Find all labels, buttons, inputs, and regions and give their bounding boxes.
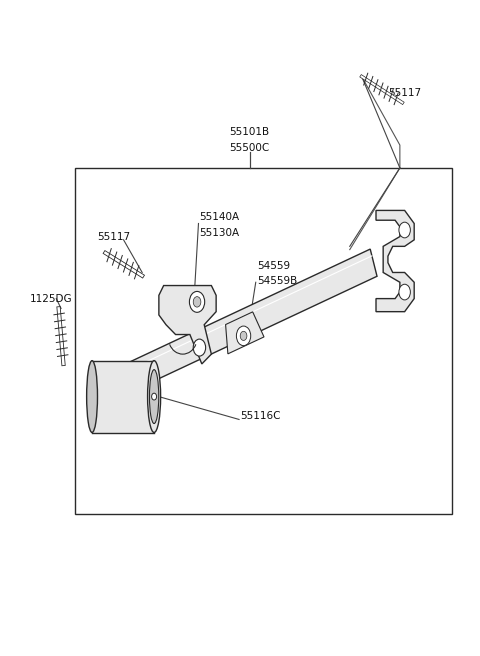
Bar <box>75 168 452 514</box>
Circle shape <box>399 284 410 300</box>
Polygon shape <box>376 211 414 312</box>
Circle shape <box>240 331 247 340</box>
Ellipse shape <box>86 361 97 432</box>
Ellipse shape <box>147 361 161 432</box>
Ellipse shape <box>149 369 159 424</box>
Circle shape <box>190 291 204 312</box>
Text: 55117: 55117 <box>97 232 130 241</box>
Polygon shape <box>92 361 154 432</box>
Text: 55101B: 55101B <box>229 127 270 137</box>
Polygon shape <box>226 312 264 354</box>
Text: 55130A: 55130A <box>199 228 240 238</box>
Circle shape <box>193 297 201 307</box>
Text: 55500C: 55500C <box>229 144 270 154</box>
Polygon shape <box>120 249 377 394</box>
Text: 55140A: 55140A <box>199 212 240 222</box>
Circle shape <box>152 393 156 400</box>
Text: 55116C: 55116C <box>240 411 280 421</box>
Circle shape <box>193 339 205 356</box>
Polygon shape <box>159 285 216 364</box>
Text: 54559: 54559 <box>257 261 290 271</box>
Text: 1125DG: 1125DG <box>30 294 72 304</box>
Text: 55117: 55117 <box>388 88 421 98</box>
Circle shape <box>399 222 410 238</box>
Text: 54559B: 54559B <box>257 276 297 286</box>
Circle shape <box>237 326 251 346</box>
